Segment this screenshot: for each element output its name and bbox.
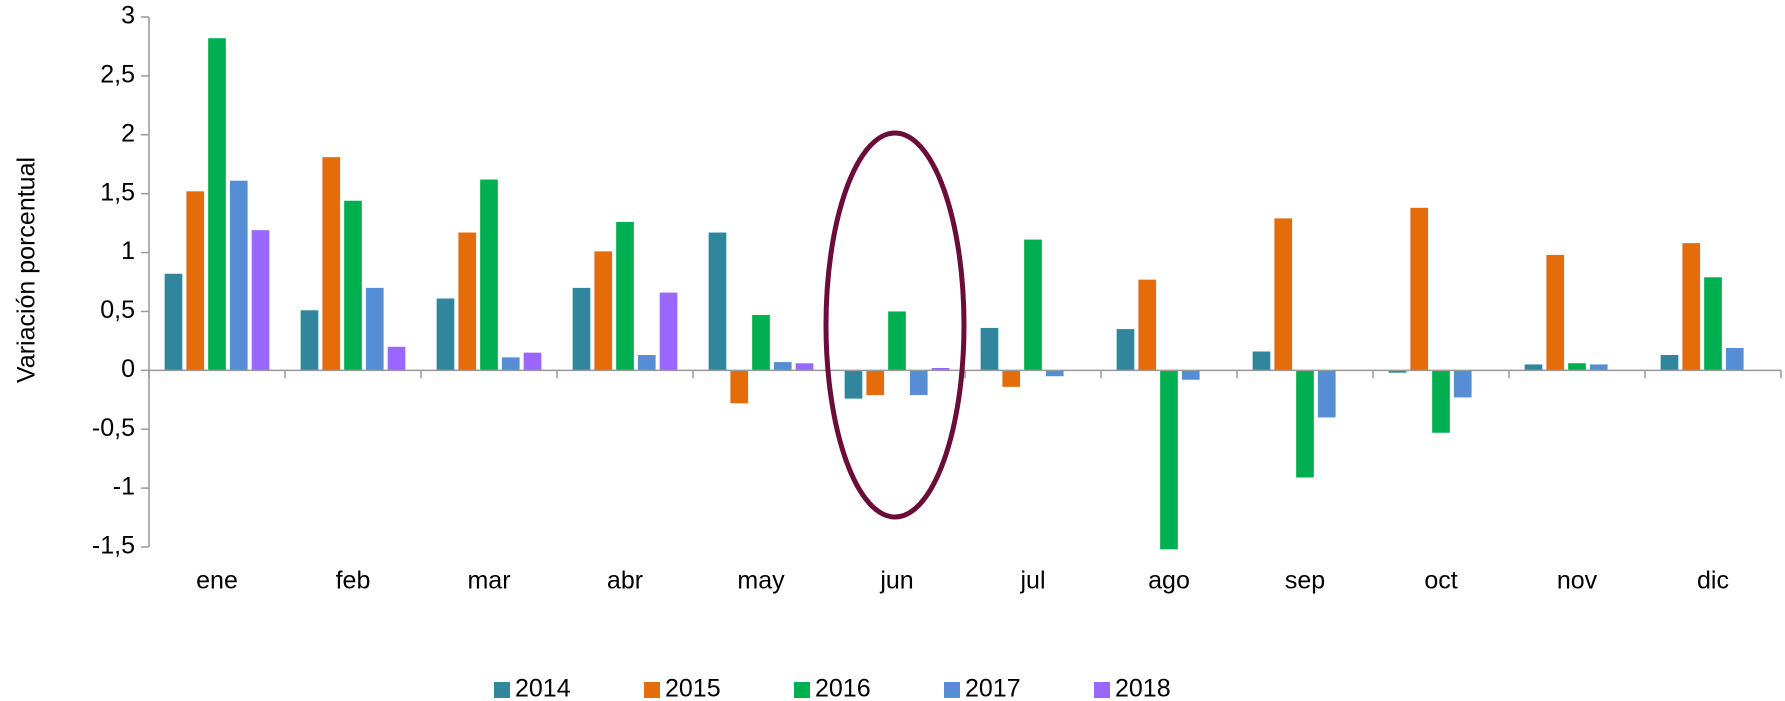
bar (730, 370, 749, 404)
x-tick-label: dic (1697, 567, 1729, 595)
legend-swatch (944, 682, 960, 698)
bar (1296, 370, 1314, 478)
x-tick-label: mar (467, 567, 510, 595)
bar (436, 298, 455, 371)
bar (1002, 370, 1021, 387)
bar (1252, 351, 1271, 371)
bar (387, 346, 406, 371)
bar (164, 273, 183, 371)
bar (344, 200, 362, 371)
bar (523, 352, 542, 371)
bar (1317, 370, 1336, 418)
x-tick-label: nov (1557, 567, 1598, 595)
bar (1116, 329, 1135, 371)
bar (229, 180, 248, 371)
bar (795, 363, 814, 371)
bar (1704, 277, 1722, 371)
bar (616, 221, 634, 371)
bar (1388, 370, 1407, 373)
bar (594, 251, 613, 371)
bar (1160, 370, 1178, 550)
bar (1453, 370, 1472, 398)
legend-label: 2014 (515, 675, 571, 701)
bar (888, 311, 906, 371)
bar (1181, 370, 1200, 380)
legend-label: 2015 (665, 675, 721, 701)
bar (909, 370, 928, 396)
x-tick-label: jun (879, 567, 913, 595)
bar (251, 230, 270, 371)
bar (708, 232, 727, 371)
legend-label: 2017 (965, 675, 1021, 701)
x-tick-label: ago (1148, 567, 1190, 595)
bar (637, 355, 656, 371)
bar (1138, 279, 1157, 371)
bar (322, 157, 341, 371)
legend-swatch (1094, 682, 1110, 698)
x-tick-label: sep (1285, 567, 1325, 595)
bar (572, 287, 591, 371)
y-tick-label: 2 (121, 119, 135, 147)
bar (501, 357, 520, 371)
y-tick-label: -1 (113, 473, 135, 501)
y-tick-label: -1,5 (92, 532, 135, 560)
bar (1660, 355, 1679, 371)
bar (480, 179, 498, 371)
bar (1410, 207, 1429, 371)
bar (300, 310, 319, 371)
y-axis-label: Variación porcentual (13, 157, 41, 383)
bar (1024, 239, 1042, 371)
y-tick-label: 0 (121, 355, 135, 383)
bar (1045, 370, 1064, 377)
bar (980, 327, 999, 371)
highlight-ellipse (823, 130, 967, 520)
bar (1568, 363, 1586, 371)
legend-label: 2016 (815, 675, 871, 701)
bar (773, 362, 792, 371)
y-tick-label: 1,5 (100, 178, 135, 206)
legend-label: 2018 (1115, 675, 1171, 701)
y-tick-label: 1 (121, 237, 135, 265)
y-tick-label: -0,5 (92, 414, 135, 442)
bar (458, 232, 477, 371)
x-tick-label: abr (607, 567, 643, 595)
bar (866, 370, 885, 396)
bar (1524, 364, 1543, 371)
bar (931, 367, 950, 371)
bar (1546, 254, 1565, 371)
bar (365, 287, 384, 371)
plot-area: -1,5 -1 -0,5 0 0,5 1 1,5 2 2,5 3 ene feb mar abr may ju… (92, 2, 1782, 701)
bar (1725, 347, 1744, 371)
bar (659, 292, 678, 371)
legend-swatch (644, 682, 660, 698)
bar (844, 370, 863, 399)
y-tick-label: 0,5 (100, 296, 135, 324)
bar (752, 314, 770, 371)
x-tick-label: ene (196, 567, 238, 595)
y-tick-label: 3 (121, 2, 135, 30)
x-tick-label: jul (1019, 567, 1045, 595)
bar (186, 191, 205, 371)
x-tick-label: feb (336, 567, 371, 595)
bar (1274, 218, 1293, 371)
x-tick-label: may (737, 567, 785, 595)
bar (208, 38, 226, 371)
x-tick-label: oct (1424, 567, 1457, 595)
legend-swatch (794, 682, 810, 698)
legend-swatch (494, 682, 510, 698)
bar (1432, 370, 1450, 433)
bar (1682, 243, 1701, 371)
y-tick-label: 2,5 (100, 60, 135, 88)
bar (1589, 364, 1608, 371)
